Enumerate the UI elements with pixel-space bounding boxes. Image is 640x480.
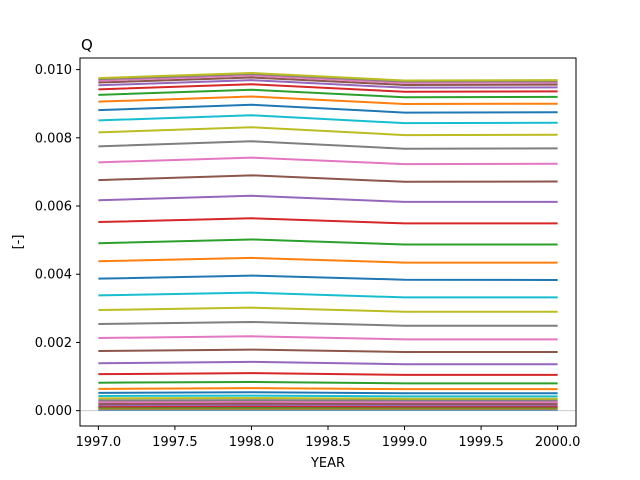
series-line-17: [98, 335, 558, 341]
y-tick-label: 0.008: [35, 131, 72, 146]
x-tick-label: 1997.5: [152, 435, 198, 450]
series-line-28: [98, 140, 558, 150]
series-line-32: [98, 95, 558, 106]
y-axis-label: [-]: [11, 235, 26, 250]
series-line-20: [98, 291, 558, 299]
series-line-30: [98, 114, 558, 125]
x-tick-label: 1998.5: [305, 435, 351, 450]
series-line-26: [98, 174, 558, 183]
series-line-15: [98, 360, 558, 366]
x-axis-label: YEAR: [310, 456, 345, 471]
series-line-9: [98, 397, 558, 400]
x-tick-label: 1999.5: [458, 435, 504, 450]
series-line-10: [98, 394, 558, 398]
series-line-39: [98, 72, 558, 82]
series-line-21: [98, 274, 558, 282]
x-tick-label: 1998.0: [229, 435, 275, 450]
series-line-24: [98, 217, 558, 225]
series-line-25: [98, 194, 558, 203]
x-tick-label: 2000.0: [535, 435, 581, 450]
y-tick-label: 0.000: [35, 404, 72, 419]
series-line-31: [98, 103, 558, 114]
series-line-19: [98, 306, 558, 313]
y-tick-label: 0.002: [35, 336, 72, 351]
series-line-34: [98, 83, 558, 93]
x-tick-label: 1997.0: [76, 435, 122, 450]
y-tick-label: 0.004: [35, 268, 72, 283]
y-tick-label: 0.006: [35, 200, 72, 215]
chart-title: Q: [81, 36, 93, 54]
series-line-16: [98, 348, 558, 353]
y-tick-label: 0.010: [35, 63, 72, 78]
series-line-22: [98, 256, 558, 264]
series-layer: [98, 72, 558, 411]
x-tick-label: 1999.0: [382, 435, 428, 450]
y-axis: 0.000 0.002 0.004 0.006 0.008 0.010: [35, 63, 80, 419]
series-line-18: [98, 320, 558, 327]
series-line-37: [98, 74, 558, 84]
series-line-14: [98, 372, 558, 376]
series-line-13: [98, 381, 558, 385]
series-line-33: [98, 88, 558, 99]
series-line-29: [98, 126, 558, 137]
series-line-12: [98, 387, 558, 391]
series-line-23: [98, 238, 558, 246]
series-line-38: [98, 73, 558, 83]
series-line-35: [98, 79, 558, 89]
series-line-36: [98, 76, 558, 86]
x-axis: 1997.0 1997.5 1998.0 1998.5 1999.0 1999.5 2000…: [76, 426, 581, 450]
series-line-27: [98, 156, 558, 166]
series-line-11: [98, 391, 558, 395]
